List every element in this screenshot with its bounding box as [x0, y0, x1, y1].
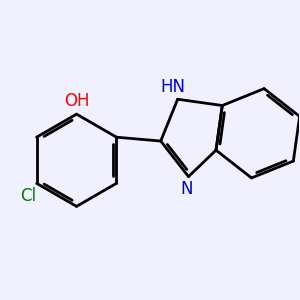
- Text: N: N: [181, 180, 193, 198]
- Text: Cl: Cl: [20, 187, 36, 205]
- Text: HN: HN: [160, 78, 185, 96]
- Text: OH: OH: [64, 92, 89, 110]
